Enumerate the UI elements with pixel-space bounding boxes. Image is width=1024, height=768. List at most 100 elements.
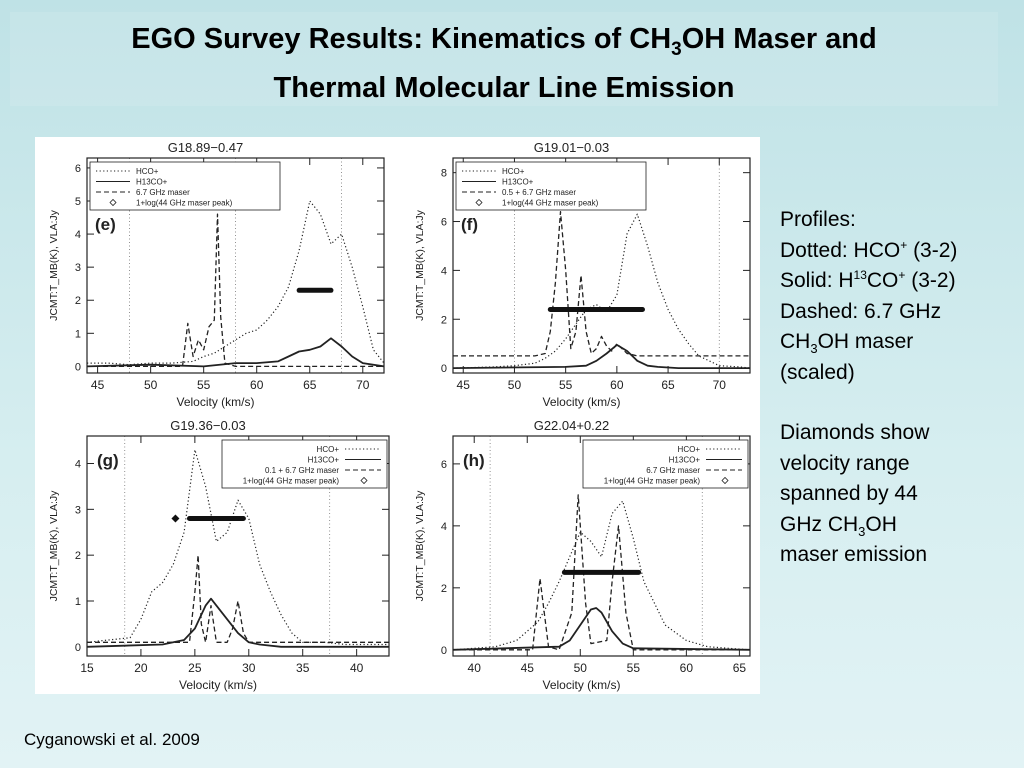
profiles-legend-text: Profiles: Dotted: HCO+ (3-2) Solid: H13C…	[780, 205, 1010, 571]
solid-mid: CO	[866, 269, 899, 292]
legend-entry: 1+log(44 GHz maser peak)	[502, 199, 599, 208]
solid-post: (3-2)	[905, 269, 956, 292]
citation: Cyganowski et al. 2009	[24, 730, 200, 749]
title-line2: Thermal Molecular Line Emission	[273, 71, 735, 104]
series-line-dotted	[87, 200, 385, 366]
y-tick-label: 0	[75, 361, 81, 373]
x-axis-label: Velocity (km/s)	[179, 678, 257, 692]
dotted-sup: +	[900, 237, 908, 252]
panel-label: (f)	[461, 215, 478, 234]
chart-panel-2: G19.01−0.03 45 50 55 60 65 70 0 2 4 6 8 Velocity (km…	[414, 140, 751, 409]
y-tick-label: 3	[75, 504, 81, 516]
y-tick-label: 6	[441, 459, 447, 471]
chart-title: G22.04+0.22	[534, 418, 610, 433]
y-tick-label: 2	[441, 583, 447, 595]
x-tick-label: 50	[144, 378, 158, 392]
y-tick-label: 4	[441, 265, 447, 277]
chart-title: G18.89−0.47	[168, 140, 244, 155]
y-axis-label: JCMT:T_MB(K), VLA:Jy	[48, 490, 60, 602]
legend-entry: 1+log(44 GHz maser peak)	[604, 477, 701, 486]
chart-legend: HCO+ H13CO+6.7 GHz maser 1+log(44 GHz mase…	[582, 439, 749, 489]
title-band	[10, 12, 998, 106]
x-tick-label: 50	[574, 661, 588, 675]
dashed-line-desc-3: (scaled)	[780, 360, 855, 384]
x-tick-label: 35	[296, 661, 310, 675]
legend-entry: 0.1 + 6.7 GHz maser	[265, 466, 339, 475]
x-tick-label: 45	[457, 378, 471, 392]
x-tick-label: 45	[521, 661, 535, 675]
slide-title: EGO Survey Results: Kinematics of CH3OH …	[10, 20, 998, 107]
x-tick-label: 70	[356, 378, 370, 392]
dashed2-post: OH maser	[817, 330, 914, 353]
y-tick-label: 1	[75, 328, 81, 340]
y-tick-label: 6	[75, 163, 81, 175]
legend-diamond	[721, 476, 729, 485]
y-tick-label: 8	[441, 168, 447, 180]
series-line-dotted	[452, 500, 751, 651]
solid-sup1: 13	[853, 268, 867, 282]
plot-frame	[452, 157, 751, 374]
diamonds4-pre: GHz CH	[780, 512, 859, 536]
x-tick-label: 55	[627, 661, 641, 675]
chart-panel-3: G19.36−0.03 15 20 25 30 35 40 0 1 2 3 4 Velocity (km…	[48, 418, 390, 692]
plot-frame	[86, 435, 390, 657]
diamonds4-post: OH	[865, 512, 897, 536]
x-tick-label: 65	[661, 378, 675, 392]
profiles-heading: Profiles:	[780, 208, 856, 231]
legend-frame	[582, 439, 749, 489]
legend-diamond	[360, 476, 368, 485]
panel-label: (e)	[95, 215, 116, 234]
diamonds-desc-5: maser emission	[780, 543, 928, 566]
title-line1-sub: 3	[671, 38, 682, 60]
legend-frame	[455, 161, 647, 211]
diamond-point	[171, 514, 180, 523]
x-axis-label: Velocity (km/s)	[176, 395, 254, 409]
legend-entry: 6.7 GHz maser	[646, 466, 700, 475]
y-tick-label: 0	[441, 645, 447, 657]
spectra-figure: G18.89−0.47 45 50 55 60 65 70 0 1 2 3 4 5 6 Velocity (…	[35, 137, 760, 694]
plot-frame	[86, 157, 385, 374]
legend-entry: HCO+	[317, 445, 340, 454]
legend-entry: H13CO+	[308, 456, 340, 465]
diamonds-desc-2: velocity range	[780, 451, 910, 475]
y-tick-label: 1	[75, 596, 81, 608]
x-tick-label: 30	[242, 661, 256, 675]
series-line-solid	[452, 607, 751, 651]
y-tick-label: 4	[75, 459, 81, 471]
panel-label: (h)	[463, 451, 485, 470]
series-line-dashed	[453, 494, 750, 651]
dashed2-sub: 3	[810, 341, 818, 357]
x-tick-label: 60	[680, 661, 694, 675]
solid-line-desc: Solid: H13CO+ (3-2)	[780, 266, 1010, 297]
legend-entry: 1+log(44 GHz maser peak)	[136, 199, 233, 208]
y-tick-label: 0	[75, 642, 81, 654]
chart-legend: HCO+ H13CO+6.7 GHz maser 1+log(44 GHz mase…	[89, 161, 281, 211]
x-tick-label: 60	[610, 378, 624, 392]
legend-diamond	[475, 198, 483, 207]
y-tick-label: 6	[441, 217, 447, 229]
y-tick-label: 4	[441, 521, 447, 533]
legend-entry: H13CO+	[136, 178, 168, 187]
legend-entry: HCO+	[502, 167, 525, 176]
panel-label: (g)	[97, 451, 119, 470]
x-axis-label: Velocity (km/s)	[542, 678, 620, 692]
legend-entry: HCO+	[678, 445, 701, 454]
title-line1-pre: EGO Survey Results: Kinematics of CH	[131, 23, 672, 55]
y-tick-label: 2	[441, 314, 447, 326]
chart-title: G19.01−0.03	[534, 140, 610, 155]
x-tick-label: 40	[350, 661, 364, 675]
legend-entry: 0.5 + 6.7 GHz maser	[502, 188, 576, 197]
series-line-dashed	[453, 211, 750, 357]
y-tick-label: 4	[75, 229, 81, 241]
legend-entry: 6.7 GHz maser	[136, 188, 190, 197]
y-tick-label: 2	[75, 550, 81, 562]
x-tick-label: 40	[468, 661, 482, 675]
dotted-post: (3-2)	[907, 238, 958, 262]
y-axis-label: JCMT:T_MB(K), VLA:Jy	[48, 209, 60, 321]
y-tick-label: 3	[75, 262, 81, 274]
legend-entry: H13CO+	[669, 456, 701, 465]
x-tick-label: 20	[134, 661, 148, 675]
y-tick-label: 5	[75, 196, 81, 208]
chart-title: G19.36−0.03	[170, 418, 246, 433]
